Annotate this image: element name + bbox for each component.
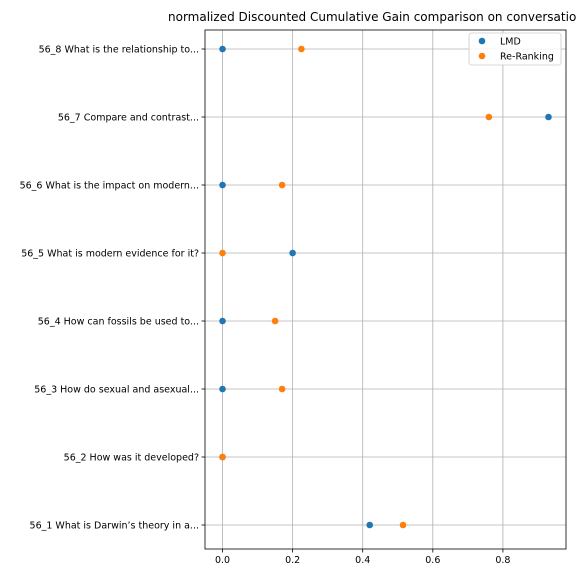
x-tick-label: 0.0 (215, 555, 230, 566)
legend-box (468, 32, 562, 66)
x-tick-label: 0.2 (285, 555, 300, 566)
y-tick-label: 56_5 What is modern evidence for it? (21, 249, 199, 260)
chart-title: normalized Discounted Cumulative Gain co… (168, 10, 576, 24)
point-re-ranking (399, 521, 407, 529)
data-points (219, 45, 552, 529)
x-tick-labels: 0.0 0.2 0.4 0.6 0.8 (215, 555, 510, 566)
y-tick-label: 56_1 What is Darwin’s theory in a... (30, 521, 199, 532)
y-tick-labels: 56_1 What is Darwin’s theory in a... 56_2… (20, 45, 199, 532)
point-lmd (289, 249, 296, 257)
y-tick-label: 56_7 Compare and contrast... (58, 113, 199, 124)
plot-frame (204, 29, 567, 550)
legend-label: Re-Ranking (500, 52, 554, 63)
point-re-ranking (278, 181, 286, 189)
x-tick-label: 0.6 (425, 555, 440, 566)
x-tick-label: 0.4 (355, 555, 370, 566)
y-tick-label: 56_3 How do sexual and asexual... (34, 385, 199, 396)
point-re-ranking (219, 453, 226, 461)
grid-layer (205, 30, 566, 549)
y-tick-label: 56_8 What is the relationship to... (39, 45, 199, 56)
point-lmd (545, 113, 552, 121)
x-tick-label: 0.8 (495, 555, 510, 566)
legend-label: LMD (500, 37, 521, 48)
y-tick-label: 56_4 How can fossils be used to... (38, 317, 199, 328)
point-lmd (219, 385, 226, 393)
point-lmd (366, 521, 374, 529)
point-lmd (219, 181, 226, 189)
axes-layer (201, 29, 567, 553)
point-re-ranking (271, 317, 279, 325)
point-re-ranking (278, 385, 286, 393)
legend-marker (478, 52, 486, 60)
point-re-ranking (219, 249, 226, 257)
legend: LMD Re-Ranking (468, 32, 562, 66)
y-tick-label: 56_2 How was it developed? (64, 453, 199, 464)
point-re-ranking (485, 113, 493, 121)
point-lmd (219, 45, 226, 53)
legend-marker (478, 37, 486, 45)
y-tick-label: 56_6 What is the impact on modern... (20, 181, 199, 192)
point-lmd (219, 317, 226, 325)
point-re-ranking (298, 45, 305, 53)
